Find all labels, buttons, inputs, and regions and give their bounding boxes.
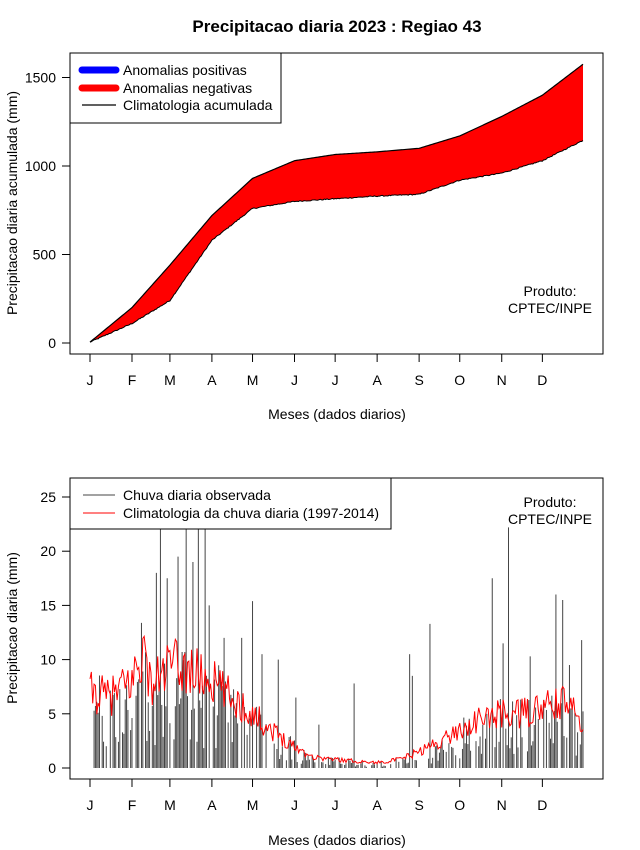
y-tick-label: 1000 [25, 158, 56, 174]
x-tick-label: A [207, 797, 217, 813]
y-tick-label: 500 [33, 247, 57, 263]
daily-plot-area [89, 518, 584, 768]
x-tick-label: N [497, 372, 507, 388]
x-tick-label: A [372, 797, 382, 813]
x-tick-label: D [537, 797, 547, 813]
x-tick-label: F [128, 372, 137, 388]
x-tick-label: J [87, 372, 94, 388]
daily-annotation-line2: CPTEC/INPE [508, 511, 592, 527]
y-tick-label: 15 [40, 597, 56, 613]
negative-anomaly-area [90, 64, 583, 343]
cumulative-x-label: Meses (dados diarios) [268, 406, 406, 422]
legend-label-positive: Anomalias positivas [123, 62, 247, 78]
x-tick-label: M [164, 797, 176, 813]
figure-title: Precipitacao diaria 2023 : Regiao 43 [192, 17, 481, 36]
legend-label-clim-daily: Climatologia da chuva diaria (1997-2014) [123, 505, 379, 521]
y-tick-label: 25 [40, 489, 56, 505]
x-tick-label: N [497, 797, 507, 813]
legend-label-climatology: Climatologia acumulada [123, 97, 273, 113]
x-tick-label: A [372, 372, 382, 388]
x-tick-label: M [247, 372, 259, 388]
x-tick-label: J [87, 797, 94, 813]
y-tick-label: 0 [48, 760, 56, 776]
y-tick-label: 20 [40, 543, 56, 559]
x-tick-label: J [291, 797, 298, 813]
x-tick-label: J [291, 372, 298, 388]
x-tick-label: S [414, 372, 423, 388]
observed-cumulative-line [89, 140, 584, 343]
daily-y-ticks: 0 5 10 15 20 25 [40, 489, 70, 776]
climatology-daily-line [89, 634, 584, 765]
x-tick-label: S [414, 797, 423, 813]
x-tick-label: J [332, 372, 339, 388]
cumulative-axes: 0 500 1000 1500 J F M A M J J A S O N D [25, 70, 548, 389]
x-tick-label: F [128, 797, 137, 813]
y-tick-label: 0 [48, 335, 56, 351]
cumulative-frame [69, 52, 604, 355]
cumulative-y-label: Precipitacao diaria acumulada (mm) [4, 91, 20, 315]
x-tick-label: J [332, 797, 339, 813]
cumulative-annotation-line1: Produto: [524, 283, 577, 299]
x-tick-label: M [164, 372, 176, 388]
daily-legend-box [69, 477, 392, 530]
cumulative-chart: 0 500 1000 1500 J F M A M J J A S O N D Meses (dados d… [4, 52, 604, 422]
legend-label-negative: Anomalias negativas [123, 80, 252, 96]
x-tick-label: O [454, 372, 465, 388]
cumulative-annotation-line2: CPTEC/INPE [508, 300, 592, 316]
climatology-cumulative-line [89, 63, 584, 343]
cumulative-plot-area [89, 63, 584, 343]
cumulative-legend: Anomalias positivas Anomalias negativas … [69, 52, 282, 124]
daily-y-label: Precipitacao diaria (mm) [4, 552, 20, 704]
cumulative-y-ticks: 0 500 1000 1500 [25, 70, 70, 351]
daily-annotation-line1: Produto: [524, 494, 577, 510]
daily-legend: Chuva diaria observada Climatologia da c… [69, 477, 392, 530]
y-tick-label: 5 [48, 706, 56, 722]
y-tick-label: 1500 [25, 70, 56, 86]
x-tick-label: O [454, 797, 465, 813]
x-tick-label: D [537, 372, 547, 388]
daily-axes: 0 5 10 15 20 25 J F M A M J J A S O N D [40, 489, 547, 813]
x-tick-label: M [247, 797, 259, 813]
legend-label-observed: Chuva diaria observada [123, 487, 271, 503]
y-tick-label: 10 [40, 652, 56, 668]
daily-x-label: Meses (dados diarios) [268, 832, 406, 848]
daily-chart: 0 5 10 15 20 25 J F M A M J J A S O N D Meses (dados dia… [4, 477, 604, 848]
x-tick-label: A [207, 372, 217, 388]
